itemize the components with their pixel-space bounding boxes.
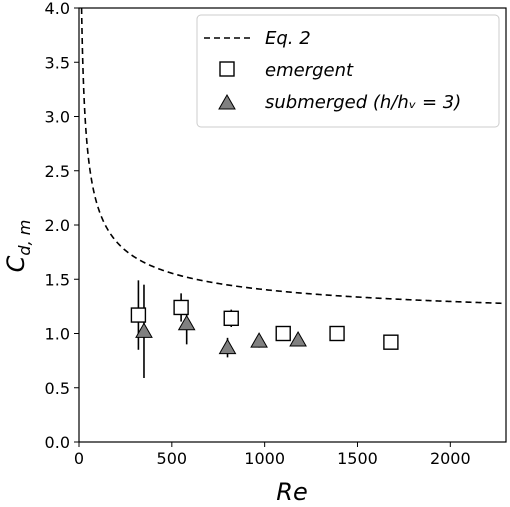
y-tick-label: 2.0	[45, 216, 70, 235]
emergent-point	[329, 325, 345, 342]
legend-eq2-label: Eq. 2	[265, 28, 311, 49]
legend-frame	[196, 14, 500, 128]
emergent-point	[275, 325, 291, 342]
submerged-point	[218, 338, 237, 355]
errorbar-layer	[137, 280, 392, 378]
x-tick-label: 0	[74, 449, 84, 468]
y-axis-title-group: Cd, m	[2, 220, 34, 273]
x-axis-title: Re	[276, 478, 307, 506]
y-tick-label: 2.5	[45, 162, 70, 181]
submerged-point	[289, 331, 307, 347]
x-tick-label: 1500	[337, 449, 378, 468]
y-axis-title: Cd, m	[2, 220, 34, 273]
eq2-curve	[80, 8, 506, 305]
legend-emergent-square-icon	[219, 61, 235, 77]
y-tick-label: 1.5	[45, 270, 70, 289]
emergent-point	[223, 310, 239, 327]
y-tick-label: 3.5	[45, 53, 70, 72]
marker-layer	[130, 299, 399, 355]
model-curve-layer	[80, 8, 506, 305]
y-tick-label: 4.0	[45, 0, 70, 18]
y-tick-label: 1.0	[45, 325, 70, 344]
legend: Eq. 2 emergent submerged (h/hᵥ = 3)	[196, 14, 500, 128]
y-tick-label: 0.5	[45, 379, 70, 398]
x-tick-label: 500	[157, 449, 188, 468]
y-tick-label: 0.0	[45, 433, 70, 452]
submerged-point	[250, 332, 268, 348]
legend-emergent-label: emergent	[265, 60, 354, 81]
emergent-point	[383, 334, 399, 350]
y-tick-label: 3.0	[45, 108, 70, 127]
submerged-point	[135, 322, 153, 338]
legend-submerged-label: submerged (h/hᵥ = 3)	[265, 92, 461, 113]
x-tick-label: 1000	[244, 449, 285, 468]
submerged-point	[177, 314, 196, 331]
legend-submerged-triangle-icon	[218, 93, 236, 110]
emergent-point	[173, 299, 189, 316]
axis-ticks: 0 500 1000 1500 2000 0.0 0.5 1.0 1.5 2.0 2.5 3.0 3.5…	[45, 0, 471, 468]
emergent-point	[130, 307, 147, 323]
x-tick-label: 2000	[430, 449, 471, 468]
plot-frame	[78, 7, 507, 443]
